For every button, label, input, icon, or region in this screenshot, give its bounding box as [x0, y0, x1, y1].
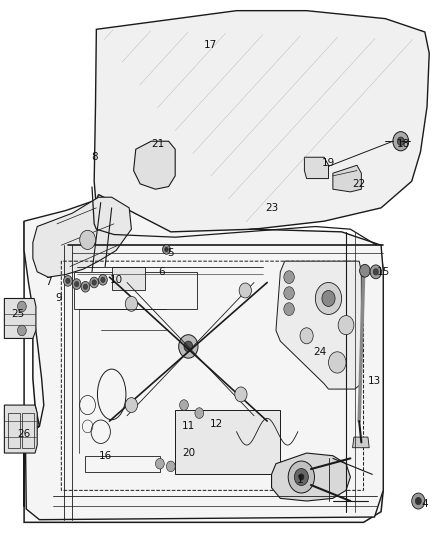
Text: 20: 20 — [182, 448, 195, 458]
Circle shape — [288, 461, 314, 493]
Circle shape — [300, 328, 313, 344]
Circle shape — [125, 398, 138, 413]
Polygon shape — [272, 453, 350, 501]
Text: 8: 8 — [91, 152, 98, 162]
Text: 4: 4 — [421, 499, 428, 508]
Text: 1: 1 — [297, 475, 304, 484]
Circle shape — [180, 400, 188, 410]
Polygon shape — [24, 195, 383, 520]
Circle shape — [338, 316, 354, 335]
Text: 15: 15 — [377, 267, 390, 277]
Polygon shape — [304, 157, 328, 179]
Circle shape — [360, 264, 370, 277]
Polygon shape — [333, 165, 361, 192]
Circle shape — [165, 247, 168, 252]
Circle shape — [81, 281, 90, 292]
Polygon shape — [4, 298, 36, 338]
Circle shape — [90, 277, 99, 288]
Text: 17: 17 — [204, 41, 217, 50]
Text: 10: 10 — [110, 275, 123, 285]
Circle shape — [125, 296, 138, 311]
Circle shape — [195, 408, 204, 418]
Circle shape — [412, 493, 425, 509]
Circle shape — [101, 277, 105, 282]
Text: 24: 24 — [313, 347, 326, 357]
Circle shape — [162, 245, 170, 254]
Text: 7: 7 — [45, 278, 52, 287]
Circle shape — [284, 271, 294, 284]
Circle shape — [83, 284, 88, 289]
Circle shape — [235, 387, 247, 402]
Polygon shape — [4, 405, 37, 453]
Circle shape — [64, 276, 72, 286]
Circle shape — [92, 280, 96, 285]
Text: 22: 22 — [353, 179, 366, 189]
Circle shape — [315, 282, 342, 314]
Circle shape — [18, 325, 26, 336]
Circle shape — [284, 303, 294, 316]
Polygon shape — [94, 11, 429, 235]
Text: 11: 11 — [182, 422, 195, 431]
Circle shape — [80, 230, 95, 249]
Circle shape — [184, 341, 193, 352]
Text: 19: 19 — [322, 158, 335, 167]
Circle shape — [166, 461, 175, 472]
Circle shape — [18, 301, 26, 312]
Text: 26: 26 — [18, 430, 31, 439]
Polygon shape — [134, 141, 175, 189]
Polygon shape — [24, 221, 383, 522]
Circle shape — [66, 278, 70, 284]
Text: 23: 23 — [265, 203, 278, 213]
Polygon shape — [353, 437, 369, 448]
Circle shape — [299, 474, 304, 480]
Circle shape — [393, 132, 409, 151]
Polygon shape — [112, 266, 145, 290]
Text: 13: 13 — [368, 376, 381, 386]
Text: 16: 16 — [99, 451, 112, 461]
Text: 25: 25 — [11, 310, 24, 319]
Circle shape — [415, 497, 421, 505]
Circle shape — [373, 269, 378, 275]
Circle shape — [370, 265, 381, 279]
Circle shape — [74, 281, 79, 287]
Circle shape — [99, 274, 107, 285]
Circle shape — [179, 335, 198, 358]
Circle shape — [294, 469, 308, 486]
Polygon shape — [175, 410, 280, 474]
Polygon shape — [33, 197, 131, 277]
Circle shape — [397, 137, 404, 146]
Circle shape — [322, 290, 335, 306]
Text: 5: 5 — [167, 248, 174, 258]
Text: 21: 21 — [151, 139, 164, 149]
Polygon shape — [276, 261, 361, 389]
Circle shape — [239, 283, 251, 298]
Text: 18: 18 — [396, 139, 410, 149]
Circle shape — [328, 352, 346, 373]
Text: 6: 6 — [159, 267, 166, 277]
Circle shape — [155, 458, 164, 469]
Text: 12: 12 — [210, 419, 223, 429]
Text: 9: 9 — [56, 294, 63, 303]
Circle shape — [72, 279, 81, 289]
Circle shape — [284, 287, 294, 300]
